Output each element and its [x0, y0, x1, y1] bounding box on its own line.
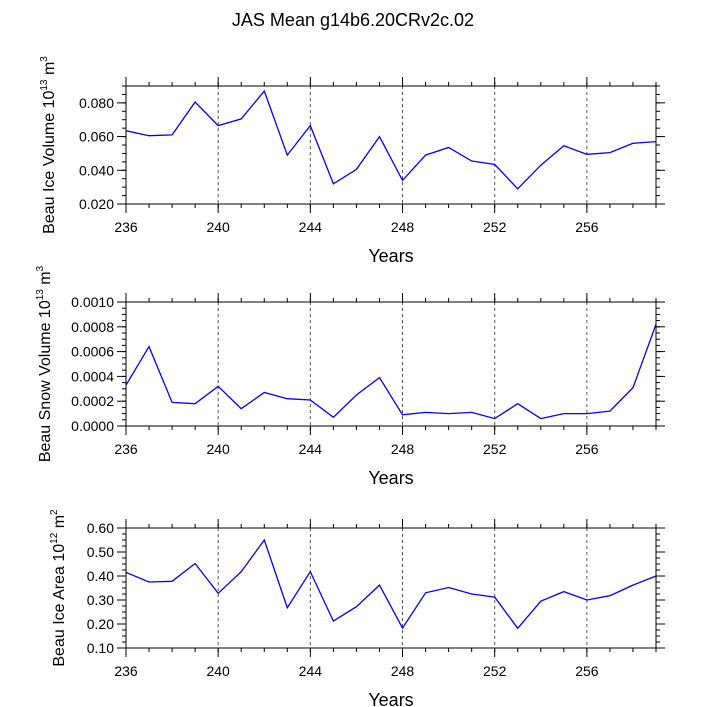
chart3-panel: 236 240 244 248 252 256 0.10 0.20 0.30 0.40 0.50 0.…: [49, 509, 665, 707]
chart1-xtick-label: 236: [114, 219, 138, 235]
chart2-xtick-label: 256: [575, 441, 599, 457]
chart2-ytick-label: 0.0010: [71, 294, 114, 310]
main-title: JAS Mean g14b6.20CRv2c.02: [232, 10, 474, 30]
chart2-yaxis-title-part: 13: [35, 289, 46, 301]
chart1-yaxis-title-part: 3: [39, 56, 50, 62]
chart1-xtick-label: 244: [299, 219, 323, 235]
chart3-xaxis-title: Years: [368, 690, 413, 707]
chart3-ytick-label: 0.40: [87, 568, 114, 584]
chart1-ytick-label: 0.020: [79, 196, 114, 212]
chart1-ytick-label: 0.060: [79, 129, 114, 145]
chart1-xtick-label: 240: [206, 219, 230, 235]
panels: 236 240 244 248 252 256 0.020 0.040 0.060 0.080 Ye…: [35, 56, 665, 707]
chart1-yaxis-title-part: m: [41, 62, 58, 80]
chart3-yaxis-title-part: m: [51, 515, 68, 533]
chart2-yaxis-title-part: 3: [35, 265, 46, 271]
chart2-ytick-label: 0.0004: [71, 368, 114, 384]
chart3-xtick-label: 256: [575, 663, 599, 679]
chart3-xtick-label: 240: [206, 663, 230, 679]
chart3-ytick-label: 0.10: [87, 640, 114, 656]
chart2-xtick-label: 252: [483, 441, 507, 457]
chart2-ytick-label: 0.0008: [71, 319, 114, 335]
chart1-yaxis-title-part: Beau Ice Volume 10: [41, 91, 58, 234]
chart1-xtick-label: 252: [483, 219, 507, 235]
chart3-yaxis-title-part: Beau Ice Area 10: [51, 544, 68, 667]
chart3-series-line: [125, 538, 657, 630]
chart2-yaxis-title-part: Beau Snow Volume 10: [37, 300, 54, 462]
chart1-yaxis-title-part: 13: [39, 79, 50, 91]
chart2-xtick-label: 240: [206, 441, 230, 457]
chart3-xtick-label: 236: [114, 663, 138, 679]
chart1-ytick-label: 0.040: [79, 162, 114, 178]
chart3-ytick-label: 0.30: [87, 592, 114, 608]
chart2-yaxis-title-part: m: [37, 271, 54, 289]
chart2-series-line: [125, 324, 657, 420]
chart3-yaxis-title-part: 12: [49, 532, 60, 544]
chart1-xtick-label: 256: [575, 219, 599, 235]
chart1-ytick-label: 0.080: [79, 95, 114, 111]
chart3-xtick-label: 248: [391, 663, 415, 679]
chart2-xtick-label: 244: [299, 441, 323, 457]
chart2-ytick-label: 0.0002: [71, 393, 114, 409]
chart3-ytick-label: 0.50: [87, 544, 114, 560]
chart1-yaxis-title: Beau Ice Volume 1013 m3: [39, 56, 58, 234]
chart1-xtick-label: 248: [391, 219, 415, 235]
chart1-series-line: [125, 89, 657, 190]
chart3-xtick-label: 252: [483, 663, 507, 679]
chart2-ytick-label: 0.0000: [71, 418, 114, 434]
chart2-plot-frame: [125, 301, 657, 427]
chart3-yaxis-title: Beau Ice Area 1012 m2: [49, 509, 68, 667]
chart1-plot-frame: [125, 85, 657, 205]
chart3-xtick-label: 244: [299, 663, 323, 679]
chart2-xtick-label: 248: [391, 441, 415, 457]
chart3-plot-frame: [125, 527, 657, 649]
chart3-ytick-label: 0.20: [87, 616, 114, 632]
chart2-xtick-label: 236: [114, 441, 138, 457]
chart1-xaxis-title: Years: [368, 246, 413, 266]
chart2-yaxis-title: Beau Snow Volume 1013 m3: [35, 265, 54, 462]
chart1-panel: 236 240 244 248 252 256 0.020 0.040 0.060 0.080 Ye…: [39, 56, 665, 266]
chart3-ytick-label: 0.60: [87, 520, 114, 536]
chart2-ytick-label: 0.0006: [71, 344, 114, 360]
chart3-yaxis-title-part: 2: [49, 509, 60, 515]
chart2-xaxis-title: Years: [368, 468, 413, 488]
chart2-panel: 236 240 244 248 252 256 0.0000 0.0002 0.0004 0.00…: [35, 265, 665, 488]
